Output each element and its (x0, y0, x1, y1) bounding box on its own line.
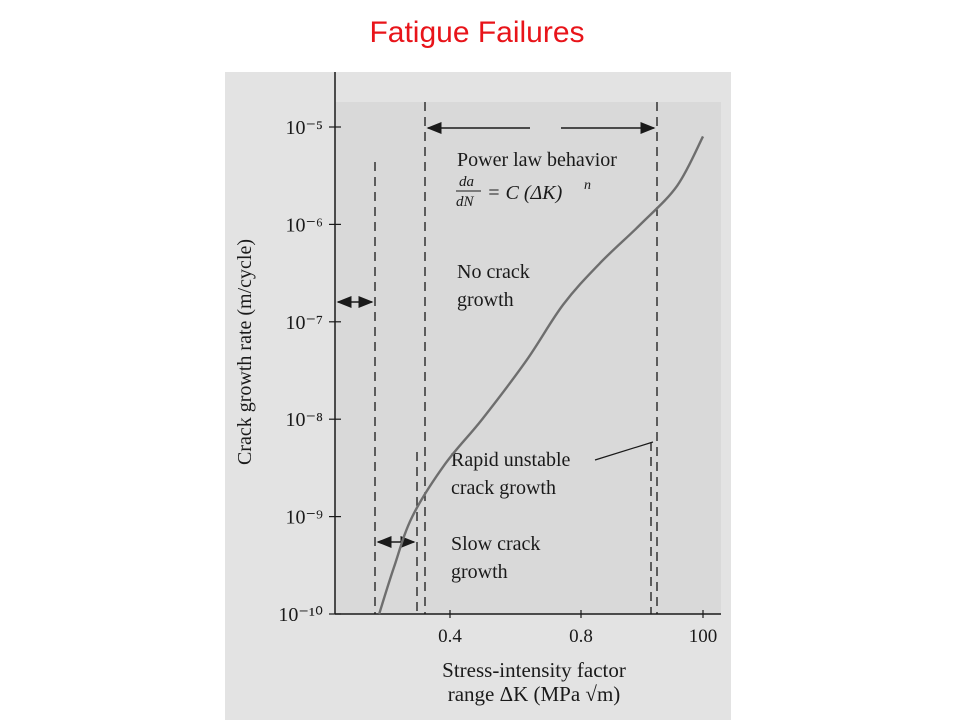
curve-point (525, 360, 527, 362)
slow-label-line2: growth (451, 561, 508, 583)
y-tick-label: 10⁻⁵ (285, 117, 323, 139)
power-law-label: Power law behavior (457, 149, 617, 171)
rapid-label-line1: Rapid unstable (451, 449, 571, 471)
y-tick-label: 10⁻⁶ (285, 214, 323, 236)
slow-label-line1: Slow crack (451, 533, 540, 555)
x-axis-title-line1: Stress-intensity factor (442, 658, 626, 682)
x-tick-label: 100 (689, 626, 718, 647)
rapid-label-line2: crack growth (451, 477, 556, 499)
y-tick-label: 10⁻¹⁰ (278, 604, 323, 626)
curve-point (411, 516, 413, 518)
crack-growth-chart: 10⁻¹⁰ 10⁻⁹ 10⁻⁸ 10⁻⁷ 10⁻⁶ 10⁻⁵ 0.4 0.8 100 Cr… (225, 72, 731, 720)
curve-point (393, 567, 395, 569)
curve-point (378, 613, 380, 615)
y-axis-title: Crack growth rate (m/cycle) (234, 239, 256, 465)
y-ticks: 10⁻¹⁰ 10⁻⁹ 10⁻⁸ 10⁻⁷ 10⁻⁶ 10⁻⁵ (278, 117, 341, 626)
curve-point (639, 223, 641, 225)
chart-figure: 10⁻¹⁰ 10⁻⁹ 10⁻⁸ 10⁻⁷ 10⁻⁶ 10⁻⁵ 0.4 0.8 100 Cr… (225, 72, 731, 725)
y-tick-label: 10⁻⁹ (285, 507, 323, 529)
x-axis-title-line2: range ΔK (MPa √m) (448, 682, 621, 706)
curve-point (481, 418, 483, 420)
curve-point (599, 262, 601, 264)
curve-point (676, 185, 678, 187)
x-tick-label: 0.8 (569, 626, 593, 647)
power-law-dn: dN (456, 194, 475, 210)
curve-point (702, 135, 704, 137)
y-tick-label: 10⁻⁷ (285, 312, 323, 334)
y-tick-label: 10⁻⁸ (285, 409, 323, 431)
slide-title: Fatigue Failures (369, 16, 585, 49)
rapid-label-leader (594, 441, 654, 461)
power-law-rhs: = C (ΔK) (487, 182, 563, 204)
curve-point (562, 304, 564, 306)
no-crack-label-line1: No crack (457, 261, 530, 283)
no-crack-label-line2: growth (457, 289, 514, 311)
x-tick-label: 0.4 (438, 626, 462, 647)
power-law-da: da (459, 174, 474, 190)
power-law-exponent: n (584, 178, 591, 193)
curve-point (444, 463, 446, 465)
crack-growth-curve (378, 135, 705, 615)
